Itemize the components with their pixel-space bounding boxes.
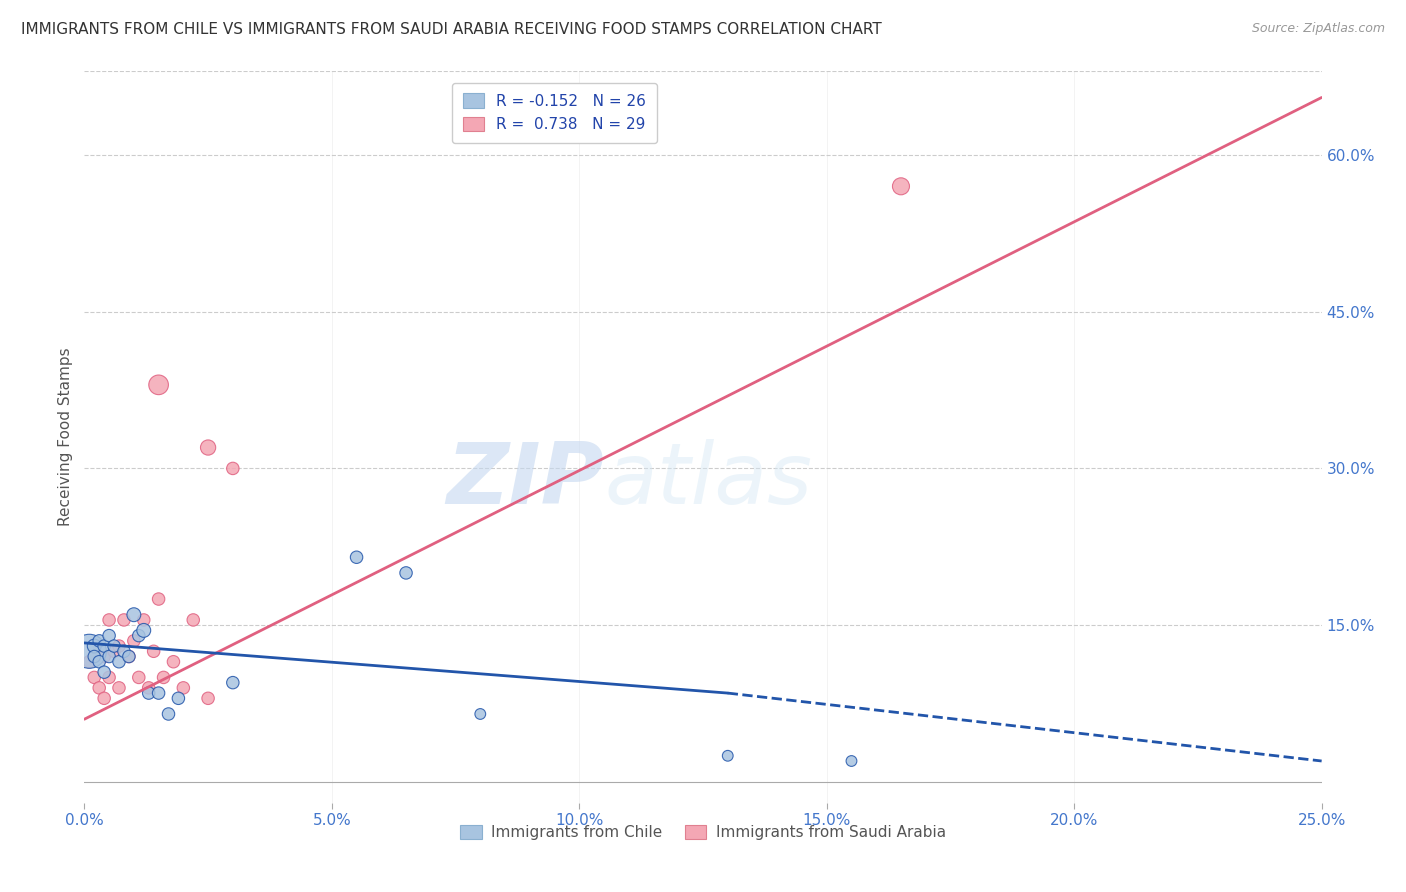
Point xyxy=(841,754,863,768)
Point xyxy=(79,644,101,658)
Point xyxy=(98,613,121,627)
Point xyxy=(890,179,912,194)
Point xyxy=(89,633,111,648)
Text: ZIP: ZIP xyxy=(446,440,605,523)
Point xyxy=(108,655,131,669)
Point xyxy=(157,706,180,721)
Point xyxy=(103,644,125,658)
Point xyxy=(108,681,131,695)
Point xyxy=(167,691,190,706)
Point xyxy=(181,613,204,627)
Point xyxy=(83,649,105,664)
Point xyxy=(132,613,155,627)
Point xyxy=(142,644,165,658)
Y-axis label: Receiving Food Stamps: Receiving Food Stamps xyxy=(58,348,73,526)
Point xyxy=(112,644,135,658)
Point xyxy=(197,691,219,706)
Point xyxy=(222,675,245,690)
Point xyxy=(132,624,155,638)
Point xyxy=(717,748,740,763)
Point xyxy=(122,607,145,622)
Point xyxy=(93,665,115,680)
Point xyxy=(93,649,115,664)
Text: IMMIGRANTS FROM CHILE VS IMMIGRANTS FROM SAUDI ARABIA RECEIVING FOOD STAMPS CORR: IMMIGRANTS FROM CHILE VS IMMIGRANTS FROM… xyxy=(21,22,882,37)
Point xyxy=(112,613,135,627)
Point xyxy=(93,691,115,706)
Point xyxy=(122,633,145,648)
Point xyxy=(138,681,160,695)
Point xyxy=(128,629,150,643)
Point xyxy=(98,670,121,684)
Point xyxy=(79,655,101,669)
Point xyxy=(83,670,105,684)
Point xyxy=(89,681,111,695)
Point xyxy=(89,655,111,669)
Point xyxy=(93,639,115,653)
Point xyxy=(138,686,160,700)
Point xyxy=(108,639,131,653)
Point xyxy=(83,649,105,664)
Point xyxy=(118,649,141,664)
Text: Source: ZipAtlas.com: Source: ZipAtlas.com xyxy=(1251,22,1385,36)
Point xyxy=(98,629,121,643)
Point xyxy=(346,550,368,565)
Point xyxy=(98,649,121,664)
Point xyxy=(148,686,170,700)
Point xyxy=(128,670,150,684)
Point xyxy=(162,655,184,669)
Point xyxy=(470,706,492,721)
Point xyxy=(197,441,219,455)
Point xyxy=(222,461,245,475)
Point xyxy=(172,681,194,695)
Point xyxy=(103,639,125,653)
Point xyxy=(152,670,174,684)
Point xyxy=(148,377,170,392)
Legend: Immigrants from Chile, Immigrants from Saudi Arabia: Immigrants from Chile, Immigrants from S… xyxy=(454,819,952,847)
Point xyxy=(395,566,418,580)
Point xyxy=(89,639,111,653)
Point xyxy=(148,592,170,607)
Point xyxy=(83,639,105,653)
Point xyxy=(118,649,141,664)
Text: atlas: atlas xyxy=(605,440,813,523)
